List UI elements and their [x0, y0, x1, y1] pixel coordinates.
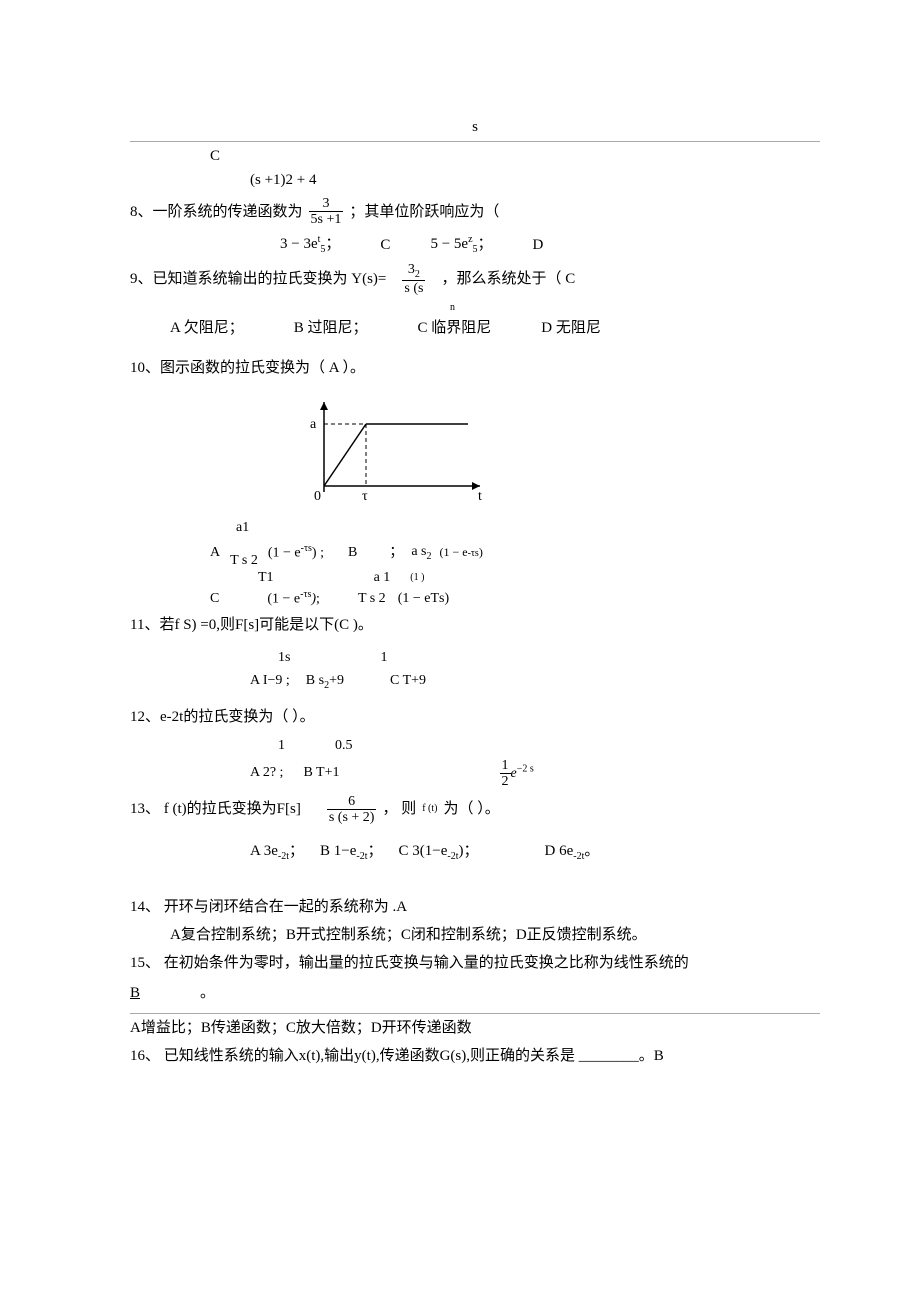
q9-stem: 9、已知道系统输出的拉氏变换为 Y(s)= 32 s (s ，那么系统处于（ C: [130, 262, 820, 296]
q13-opt-c: C 3(1−e-2t)；: [399, 839, 479, 865]
graph-a-label: a: [310, 417, 317, 432]
q12-stem: 12、e-2t的拉氏变换为（ ）。: [130, 705, 820, 729]
q13-opt-d: D 6e-2t。: [545, 839, 600, 865]
q9-frac: 32 s (s: [402, 262, 425, 296]
q10-opts: a1 A Τ s 2 (1 − e-τs) ; B ； a s2 ((1 − e…: [210, 518, 820, 609]
header-expr: (s +1)2 + 4: [250, 168, 820, 192]
q9-den-sup: n: [450, 300, 820, 316]
q8-frac-den: 5s +1: [309, 212, 344, 227]
q9-opt-a: A 欠阻尼；: [170, 316, 244, 340]
q10-C-label: C: [210, 589, 219, 609]
header-c-line: C: [210, 144, 820, 168]
q8-frac-num: 3: [309, 196, 344, 212]
c-label: C: [210, 148, 220, 164]
q8-stem: 8、一阶系统的传递函数为 3 5s +1 ；其单位阶跃响应为（: [130, 196, 820, 228]
q9-opt-b: B 过阻尼；: [294, 316, 368, 340]
q11-opt-b: B s2+9: [306, 670, 344, 694]
q9-tail: ，那么系统处于（ C: [441, 267, 575, 291]
q8-tail: ；其单位阶跃响应为（: [349, 200, 499, 224]
q14-stem: 14、 开环与闭环结合在一起的系统称为 .A: [130, 895, 820, 919]
q8-options: 3 − 3et5； C 5 − 5ez5； D: [280, 232, 820, 258]
q11-opts: 1s 1 A I−9 ; B s2+9 C T+9: [250, 647, 820, 693]
q8-text: 8、一阶系统的传递函数为: [130, 200, 303, 224]
q9-options: A 欠阻尼； B 过阻尼； C 临界阻尼 D 无阻尼: [170, 316, 820, 340]
q15-answer-line: B。: [130, 981, 820, 1005]
q12-opts: 1 0.5 A 2? ; B T+1 12e−2 s: [250, 735, 820, 789]
document-page: s C (s +1)2 + 4 8、一阶系统的传递函数为 3 5s +1 ；其单…: [0, 0, 920, 1302]
q13-stem: 13、 f (t)的拉氏变换为F[s] 6 s (s + 2) ， 则 f (t…: [130, 794, 820, 826]
header-rule: [130, 141, 820, 142]
q12-frac: 12e−2 s: [500, 758, 534, 790]
q13-opt-b: B 1−e-2t；: [320, 839, 383, 865]
q15-stem: 15、 在初始条件为零时，输出量的拉氏变换与输入量的拉氏变换之比称为线性系统的: [130, 951, 820, 975]
q8-frac: 3 5s +1: [309, 196, 344, 228]
q10-B-label: B: [348, 543, 357, 563]
q9-frac-num: 32: [402, 262, 425, 281]
q9-frac-den: s (s: [402, 281, 425, 296]
graph-origin: 0: [314, 489, 321, 502]
header-letter: s: [130, 115, 820, 139]
q8-opt-a: 3 − 3et5；: [280, 232, 340, 258]
q16-stem: 16、 已知线性系统的输入x(t),输出y(t),传递函数G(s),则正确的关系…: [130, 1044, 820, 1068]
q9-text-a: 9、已知道系统输出的拉氏变换为 Y(s)=: [130, 267, 386, 291]
q14-opts: A复合控制系统；B开式控制系统；C闭和控制系统；D正反馈控制系统。: [170, 923, 820, 947]
q10-a-pre: a1: [236, 518, 249, 538]
q11-opt-a: A I−9 ;: [250, 670, 290, 692]
q10-A-label: A: [210, 543, 220, 563]
q10-T1: Τ1: [258, 568, 274, 588]
q8-opt-c-label: C: [380, 233, 390, 257]
mid-rule: [130, 1013, 820, 1014]
q8-opt-b: 5 − 5ez5；: [430, 232, 492, 258]
graph-tau: τ: [362, 489, 368, 502]
q10-stem: 10、图示函数的拉氏变换为（ A ）。: [130, 356, 820, 380]
q9-opt-c: C 临界阻尼: [418, 316, 492, 340]
q11-opt-c: C T+9: [390, 670, 426, 692]
q15-opts: A增益比；B传递函数；C放大倍数；D开环传递函数: [130, 1016, 820, 1040]
q10-graph: a 0 τ t: [280, 392, 500, 502]
q12-opt-a: A 2? ;: [250, 762, 283, 784]
q9-opt-d: D 无阻尼: [541, 316, 601, 340]
q13-frac: 6 s (s + 2): [327, 794, 377, 826]
q8-opt-d-label: D: [533, 233, 544, 257]
q11-stem: 11、若f S) =0,则F[s]可能是以下(C )。: [130, 613, 820, 637]
graph-t: t: [478, 489, 482, 502]
q13-opt-a: A 3e-2t；: [250, 839, 304, 865]
q12-opt-b: B T+1: [303, 762, 339, 784]
q13-opts: A 3e-2t； B 1−e-2t； C 3(1−e-2t)； D 6e-2t。: [250, 839, 820, 865]
